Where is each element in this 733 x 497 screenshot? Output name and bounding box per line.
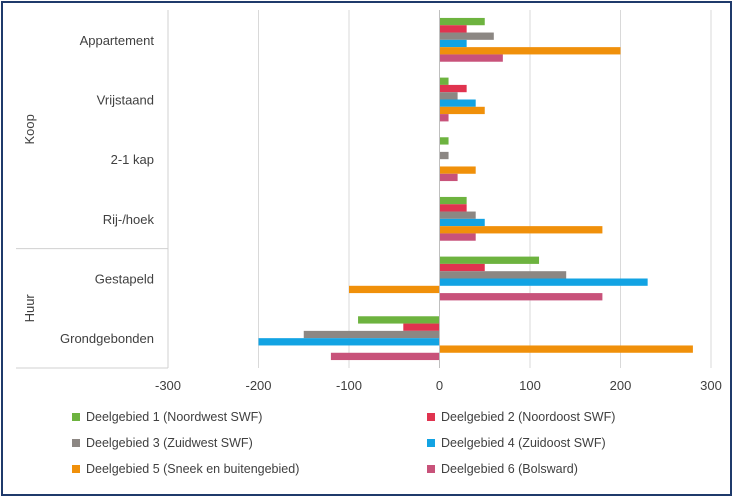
bar bbox=[439, 92, 458, 100]
category-label: Gestapeld bbox=[95, 272, 154, 287]
legend-label: Deelgebied 5 (Sneek en buitengebied) bbox=[86, 462, 299, 476]
bar bbox=[330, 352, 440, 361]
legend-swatch bbox=[427, 439, 435, 447]
bar bbox=[439, 84, 467, 93]
bar bbox=[439, 204, 467, 212]
bar bbox=[439, 293, 603, 301]
x-tick-label: 200 bbox=[610, 378, 632, 393]
legend-label: Deelgebied 4 (Zuidoost SWF) bbox=[441, 436, 606, 450]
legend-swatch bbox=[72, 465, 80, 473]
bar bbox=[439, 263, 485, 272]
bar bbox=[439, 278, 648, 286]
x-tick-label: 0 bbox=[436, 378, 443, 393]
category-label: Rij-/hoek bbox=[103, 212, 155, 227]
bar bbox=[439, 17, 485, 26]
bar bbox=[439, 166, 476, 174]
x-tick-label: -100 bbox=[336, 378, 362, 393]
group-label: Huur bbox=[22, 294, 37, 323]
bar bbox=[439, 233, 476, 241]
bar bbox=[439, 345, 693, 353]
bar bbox=[439, 271, 567, 279]
category-label: Grondgebonden bbox=[60, 331, 154, 346]
legend-swatch bbox=[427, 465, 435, 473]
bar bbox=[439, 211, 476, 219]
bar bbox=[439, 54, 503, 62]
x-tick-label: 100 bbox=[519, 378, 541, 393]
x-tick-label: -300 bbox=[155, 378, 181, 393]
legend-label: Deelgebied 1 (Noordwest SWF) bbox=[86, 410, 262, 424]
bar bbox=[439, 39, 467, 48]
legend-swatch bbox=[72, 413, 80, 421]
bar bbox=[439, 218, 485, 227]
legend-label: Deelgebied 2 (Noordoost SWF) bbox=[441, 410, 615, 424]
bar bbox=[439, 106, 485, 115]
bar bbox=[439, 77, 449, 85]
legend-label: Deelgebied 3 (Zuidwest SWF) bbox=[86, 436, 253, 450]
category-label: 2-1 kap bbox=[111, 152, 154, 167]
category-label: Vrijstaand bbox=[97, 93, 154, 108]
legend-swatch bbox=[427, 413, 435, 421]
bar bbox=[258, 338, 440, 346]
category-label: Appartement bbox=[80, 33, 155, 48]
bar bbox=[439, 256, 540, 264]
bar bbox=[403, 323, 440, 331]
legend-swatch bbox=[72, 439, 80, 447]
bar bbox=[439, 196, 467, 205]
bar bbox=[439, 47, 621, 55]
legend-label: Deelgebied 6 (Bolsward) bbox=[441, 462, 578, 476]
bar bbox=[439, 25, 467, 33]
bar bbox=[358, 316, 440, 324]
bar bbox=[349, 285, 440, 294]
x-tick-label: 300 bbox=[700, 378, 722, 393]
bar bbox=[439, 226, 603, 234]
bar bbox=[439, 99, 476, 107]
bar bbox=[439, 173, 458, 182]
bar bbox=[439, 32, 494, 40]
bar bbox=[439, 151, 449, 160]
bar bbox=[439, 137, 449, 145]
x-tick-label: -200 bbox=[245, 378, 271, 393]
group-label: Koop bbox=[22, 114, 37, 144]
bar bbox=[439, 114, 449, 122]
bar bbox=[303, 330, 440, 339]
